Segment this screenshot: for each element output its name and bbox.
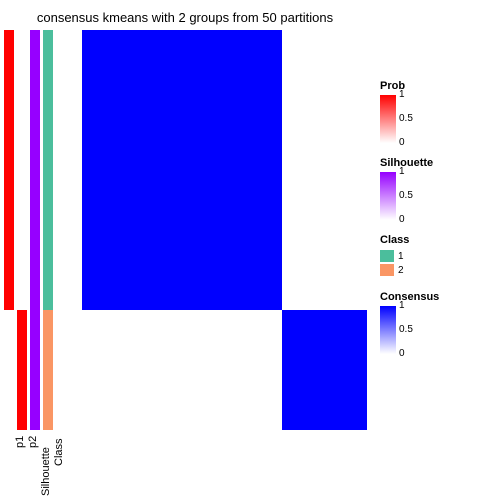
legend-item-label: 2 [398,265,404,276]
legend-tick: 0.5 [399,325,413,335]
legend-Prob: Prob10.50 [380,80,500,143]
anno-seg [17,310,27,430]
legend-item: 1 [380,249,500,263]
anno-seg [43,310,53,430]
legend-title: Prob [380,80,500,92]
legend-item-label: 1 [398,251,404,262]
anno-seg [4,310,14,430]
legend-tick: 0 [399,349,405,359]
legend-tick: 0.5 [399,191,413,201]
legend-Class: Class 1 2 [380,234,500,277]
legend-tick: 0.5 [399,114,413,124]
anno-seg [43,30,53,310]
legend-gradient [380,172,396,220]
legend-tick: 0 [399,138,405,148]
col-label-p2: p2 [27,436,39,448]
legend-Silhouette: Silhouette10.50 [380,157,500,220]
legend-tick: 1 [399,167,405,177]
legend-swatch [380,250,394,262]
legend-tick: 0 [399,215,405,225]
legend-title: Class [380,234,500,246]
legend-item: 2 [380,263,500,277]
legend-swatch [380,264,394,276]
chart-title: consensus kmeans with 2 groups from 50 p… [0,10,370,25]
anno-col-Class [43,30,53,430]
col-label-Class: Class [53,438,65,466]
legend-title: Consensus [380,291,500,303]
heatmap-block [282,310,368,430]
legend-gradient [380,306,396,354]
legend-Consensus: Consensus10.50 [380,291,500,354]
chart-container: consensus kmeans with 2 groups from 50 p… [0,0,504,504]
col-label-p1: p1 [14,436,26,448]
legend-gradient [380,95,396,143]
anno-col-p2 [17,30,27,430]
anno-seg [4,30,14,310]
legend-tick: 1 [399,90,405,100]
anno-seg [30,30,40,430]
legends-panel: Prob10.50Silhouette10.50Class12Consensus… [380,80,500,368]
anno-col-p1 [4,30,14,430]
anno-col-Silhouette [30,30,40,430]
heatmap-block [82,30,282,310]
legend-tick: 1 [399,301,405,311]
plot-area [4,30,374,430]
legend-title: Silhouette [380,157,500,169]
col-label-Silhouette: Silhouette [40,447,52,496]
anno-seg [17,30,27,310]
